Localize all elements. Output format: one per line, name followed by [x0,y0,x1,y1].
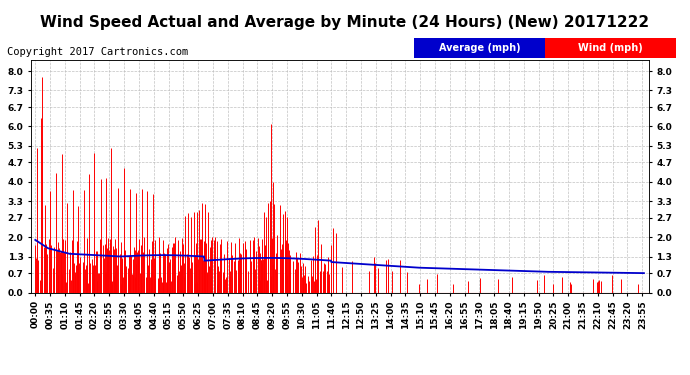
Text: Wind Speed Actual and Average by Minute (24 Hours) (New) 20171222: Wind Speed Actual and Average by Minute … [41,15,649,30]
Text: Average (mph): Average (mph) [439,43,520,53]
Bar [414,38,545,58]
Text: Copyright 2017 Cartronics.com: Copyright 2017 Cartronics.com [7,47,188,57]
Bar [545,38,676,58]
Text: Wind (mph): Wind (mph) [578,43,643,53]
